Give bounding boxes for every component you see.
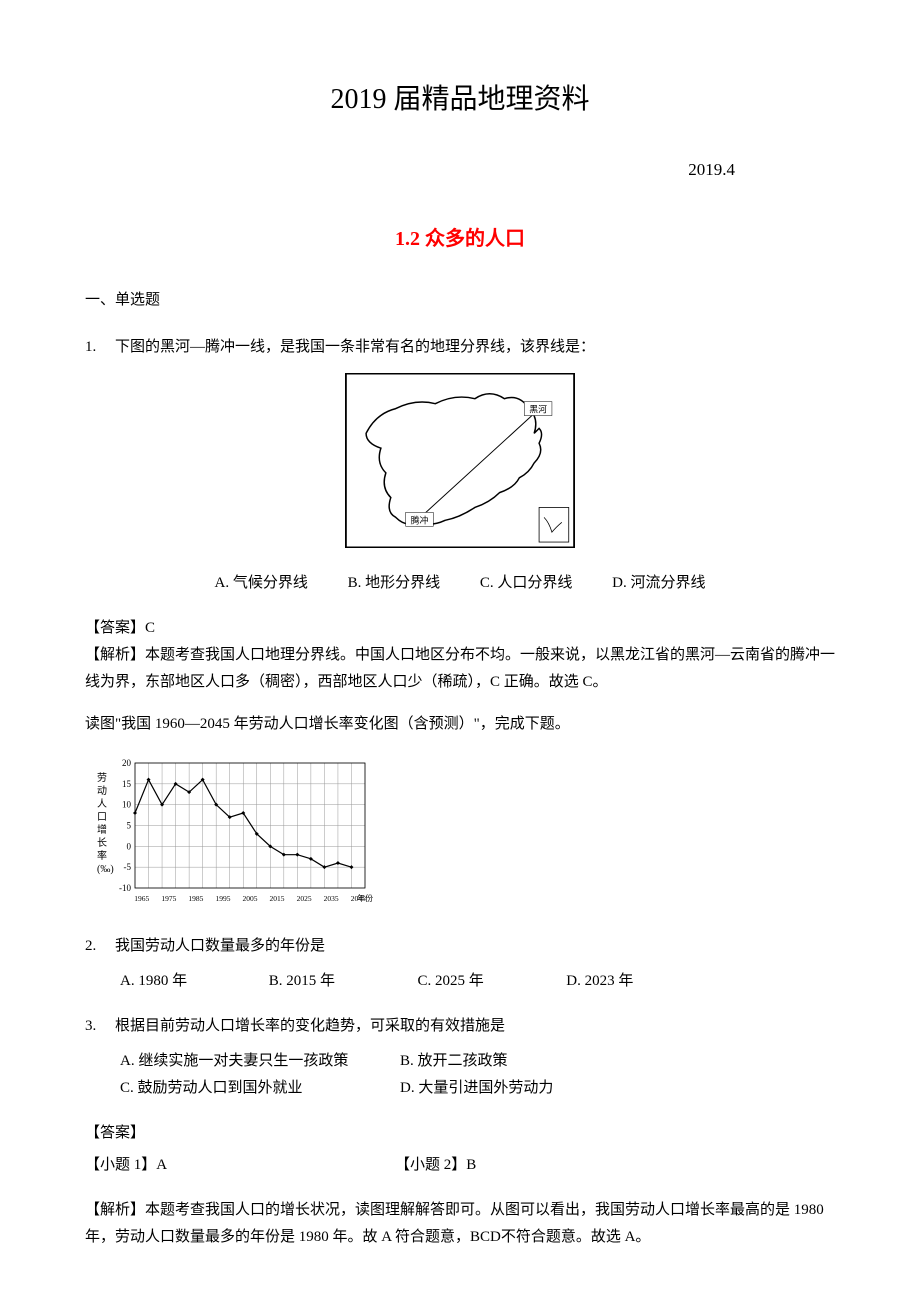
q1-opt-d: D. 河流分界线: [612, 570, 705, 597]
svg-text:(‰): (‰): [97, 864, 114, 875]
svg-text:1975: 1975: [161, 894, 176, 903]
svg-text:年份: 年份: [357, 893, 373, 903]
q2-text: 我国劳动人口数量最多的年份是: [115, 933, 835, 960]
svg-text:-5: -5: [124, 862, 132, 872]
map-label-heihe: 黑河: [529, 404, 547, 415]
question-3: 3. 根据目前劳动人口增长率的变化趋势，可采取的有效措施是 A. 继续实施一对夫…: [85, 1013, 835, 1102]
q3-opt-d: D. 大量引进国外劳动力: [400, 1075, 680, 1102]
svg-text:1965: 1965: [134, 894, 149, 903]
svg-text:率: 率: [97, 849, 107, 862]
answer-label: 【答案】: [85, 1120, 835, 1147]
q2-options: A. 1980 年 B. 2015 年 C. 2025 年 D. 2023 年: [85, 968, 835, 995]
q2-opt-d: D. 2023 年: [566, 968, 711, 995]
q3-number: 3.: [85, 1013, 115, 1040]
labor-growth-chart: 20151050-5-10196519751985199520052015202…: [85, 753, 835, 923]
svg-text:2015: 2015: [270, 894, 285, 903]
q1-text: 下图的黑河—腾冲一线，是我国一条非常有名的地理分界线，该界线是：: [115, 334, 835, 361]
q3-opt-a: A. 继续实施一对夫妻只生一孩政策: [120, 1048, 400, 1075]
svg-text:15: 15: [122, 779, 132, 789]
q2-number: 2.: [85, 933, 115, 960]
sub-answer-1: 【小题 1】A: [85, 1152, 395, 1179]
q1-opt-b: B. 地形分界线: [348, 570, 441, 597]
q3-opt-b: B. 放开二孩政策: [400, 1048, 680, 1075]
question-2: 2. 我国劳动人口数量最多的年份是 A. 1980 年 B. 2015 年 C.…: [85, 933, 835, 995]
q23-answer-block: 【答案】 【小题 1】A 【小题 2】B: [85, 1120, 835, 1179]
svg-text:2025: 2025: [297, 894, 312, 903]
svg-text:劳: 劳: [97, 771, 107, 784]
svg-text:1995: 1995: [215, 894, 230, 903]
svg-text:1985: 1985: [188, 894, 203, 903]
date-text: 2019.4: [85, 155, 835, 186]
svg-text:2035: 2035: [324, 894, 339, 903]
svg-text:人: 人: [97, 798, 107, 810]
category-label: 一、单选题: [85, 287, 835, 314]
q1-number: 1.: [85, 334, 115, 361]
q1-answer: 【答案】C: [85, 615, 835, 642]
question-1: 1. 下图的黑河—腾冲一线，是我国一条非常有名的地理分界线，该界线是： 黑河 腾…: [85, 334, 835, 597]
china-map-figure: 黑河 腾冲: [85, 373, 835, 558]
q2-opt-b: B. 2015 年: [269, 968, 414, 995]
q1-analysis: 【解析】本题考查我国人口地理分界线。中国人口地区分布不均。一般来说，以黑龙江省的…: [85, 642, 835, 696]
q1-opt-a: A. 气候分界线: [215, 570, 308, 597]
section-title: 1.2 众多的人口: [85, 221, 835, 257]
svg-text:20: 20: [122, 758, 132, 768]
q1-opt-c: C. 人口分界线: [480, 570, 573, 597]
svg-text:5: 5: [127, 820, 132, 830]
reading-intro: 读图"我国 1960—2045 年劳动人口增长率变化图（含预测）"，完成下题。: [85, 711, 835, 738]
svg-text:长: 长: [97, 837, 107, 849]
svg-text:增: 增: [97, 823, 107, 836]
svg-text:0: 0: [127, 841, 132, 851]
svg-text:2005: 2005: [243, 894, 258, 903]
q2-opt-a: A. 1980 年: [120, 968, 265, 995]
q1-answer-block: 【答案】C 【解析】本题考查我国人口地理分界线。中国人口地区分布不均。一般来说，…: [85, 615, 835, 696]
q2-opt-c: C. 2025 年: [418, 968, 563, 995]
q23-analysis: 【解析】本题考查我国人口的增长状况，读图理解解答即可。从图可以看出，我国劳动人口…: [85, 1197, 835, 1251]
svg-text:10: 10: [122, 800, 132, 810]
q1-options: A. 气候分界线 B. 地形分界线 C. 人口分界线 D. 河流分界线: [85, 570, 835, 597]
q3-options: A. 继续实施一对夫妻只生一孩政策 B. 放开二孩政策 C. 鼓励劳动人口到国外…: [85, 1048, 835, 1102]
map-label-tengchong: 腾冲: [411, 514, 429, 525]
q3-opt-c: C. 鼓励劳动人口到国外就业: [120, 1075, 400, 1102]
sub-answer-2: 【小题 2】B: [395, 1152, 705, 1179]
svg-text:口: 口: [97, 812, 107, 823]
svg-text:-10: -10: [119, 883, 131, 893]
svg-text:动: 动: [97, 785, 107, 797]
q3-text: 根据目前劳动人口增长率的变化趋势，可采取的有效措施是: [115, 1013, 835, 1040]
main-title: 2019 届精品地理资料: [85, 75, 835, 125]
